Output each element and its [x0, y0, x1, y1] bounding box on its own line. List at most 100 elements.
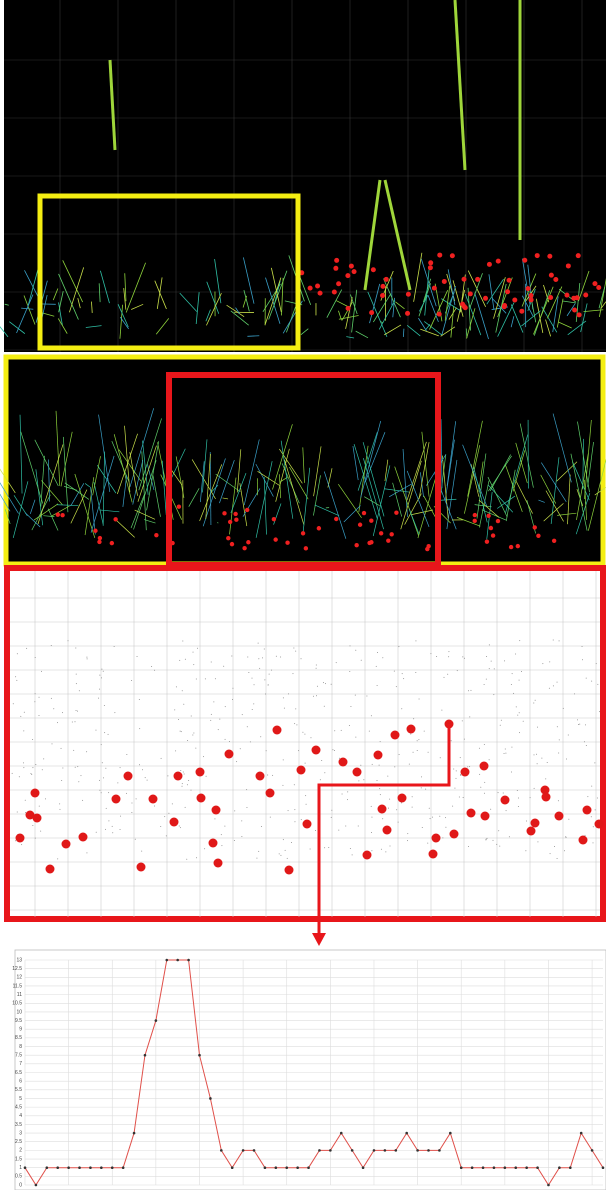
- red-point: [406, 292, 411, 297]
- cloud-point: [355, 737, 356, 738]
- cloud-point: [517, 715, 518, 716]
- cloud-point: [41, 671, 42, 672]
- cloud-point: [512, 673, 513, 674]
- cloud-point: [366, 696, 367, 697]
- point: [253, 1149, 256, 1152]
- cloud-point: [593, 826, 594, 827]
- red-point: [407, 725, 416, 734]
- cloud-point: [328, 847, 329, 848]
- cloud-point: [213, 701, 214, 702]
- point: [231, 1166, 234, 1169]
- cloud-point: [467, 766, 468, 767]
- cloud-point: [164, 816, 165, 817]
- cloud-point: [103, 671, 104, 672]
- red-point: [222, 511, 226, 515]
- cloud-point: [59, 809, 60, 810]
- red-point: [304, 546, 308, 550]
- cloud-point: [282, 785, 283, 786]
- cloud-point: [270, 817, 271, 818]
- red-point: [113, 517, 117, 521]
- cloud-point: [430, 818, 431, 819]
- cloud-point: [363, 779, 364, 780]
- cloud-point: [399, 754, 400, 755]
- red-point: [245, 508, 249, 512]
- cloud-point: [31, 774, 32, 775]
- cloud-point: [331, 684, 332, 685]
- cloud-point: [193, 652, 194, 653]
- cloud-point: [586, 745, 587, 746]
- cloud-point: [491, 661, 492, 662]
- cloud-point: [101, 669, 102, 670]
- y-tick-label: 3.5: [15, 1122, 22, 1128]
- red-point: [516, 544, 520, 548]
- cloud-point: [379, 788, 380, 789]
- red-point: [31, 789, 40, 798]
- cloud-point: [484, 782, 485, 783]
- cloud-point: [493, 694, 494, 695]
- red-point: [352, 269, 357, 274]
- cloud-point: [264, 649, 265, 650]
- y-tick-label: 7.5: [15, 1053, 22, 1059]
- point: [384, 1149, 387, 1152]
- point: [133, 1132, 136, 1135]
- cloud-point: [86, 751, 87, 752]
- cloud-point: [252, 709, 253, 710]
- y-tick-label: 6: [19, 1078, 22, 1084]
- cloud-point: [112, 832, 113, 833]
- cloud-point: [513, 693, 514, 694]
- cloud-point: [19, 776, 20, 777]
- cloud-point: [197, 648, 198, 649]
- cloud-point: [464, 658, 465, 659]
- point: [558, 1166, 561, 1169]
- point: [416, 1149, 419, 1152]
- cloud-point: [183, 772, 184, 773]
- red-point: [380, 293, 385, 298]
- cloud-point: [32, 825, 33, 826]
- red-point: [112, 795, 121, 804]
- cloud-point: [174, 709, 175, 710]
- cloud-point: [358, 780, 359, 781]
- cloud-point: [231, 656, 232, 657]
- cloud-point: [347, 791, 348, 792]
- y-tick-label: 12.5: [12, 966, 22, 972]
- cloud-point: [39, 697, 40, 698]
- red-point: [60, 513, 64, 517]
- cloud-point: [387, 776, 388, 777]
- point: [536, 1166, 539, 1169]
- cloud-point: [154, 670, 155, 671]
- cloud-point: [182, 690, 183, 691]
- point: [307, 1166, 310, 1169]
- point: [144, 1054, 147, 1057]
- red-point: [380, 284, 385, 289]
- cloud-point: [489, 759, 490, 760]
- cloud-point: [407, 840, 408, 841]
- y-tick-label: 1: [19, 1165, 22, 1171]
- red-point: [317, 526, 321, 530]
- cloud-point: [267, 775, 268, 776]
- cloud-point: [40, 831, 41, 832]
- cloud-point: [32, 767, 33, 768]
- red-point: [509, 545, 513, 549]
- cloud-point: [260, 736, 261, 737]
- cloud-point: [541, 758, 542, 759]
- cloud-point: [455, 778, 456, 779]
- red-point: [555, 812, 564, 821]
- red-point: [485, 539, 489, 543]
- red-point: [233, 512, 237, 516]
- cloud-point: [509, 836, 510, 837]
- red-point: [312, 746, 321, 755]
- cloud-point: [188, 780, 189, 781]
- red-point: [531, 819, 540, 828]
- cloud-point: [264, 679, 265, 680]
- cloud-point: [371, 850, 372, 851]
- y-tick-label: 8: [19, 1044, 22, 1050]
- cloud-point: [16, 680, 17, 681]
- cloud-point: [358, 825, 359, 826]
- red-point: [354, 543, 358, 547]
- cloud-point: [559, 739, 560, 740]
- red-point: [450, 830, 459, 839]
- cloud-point: [291, 842, 292, 843]
- cloud-point: [302, 732, 303, 733]
- cloud-point: [464, 739, 465, 740]
- cloud-point: [214, 818, 215, 819]
